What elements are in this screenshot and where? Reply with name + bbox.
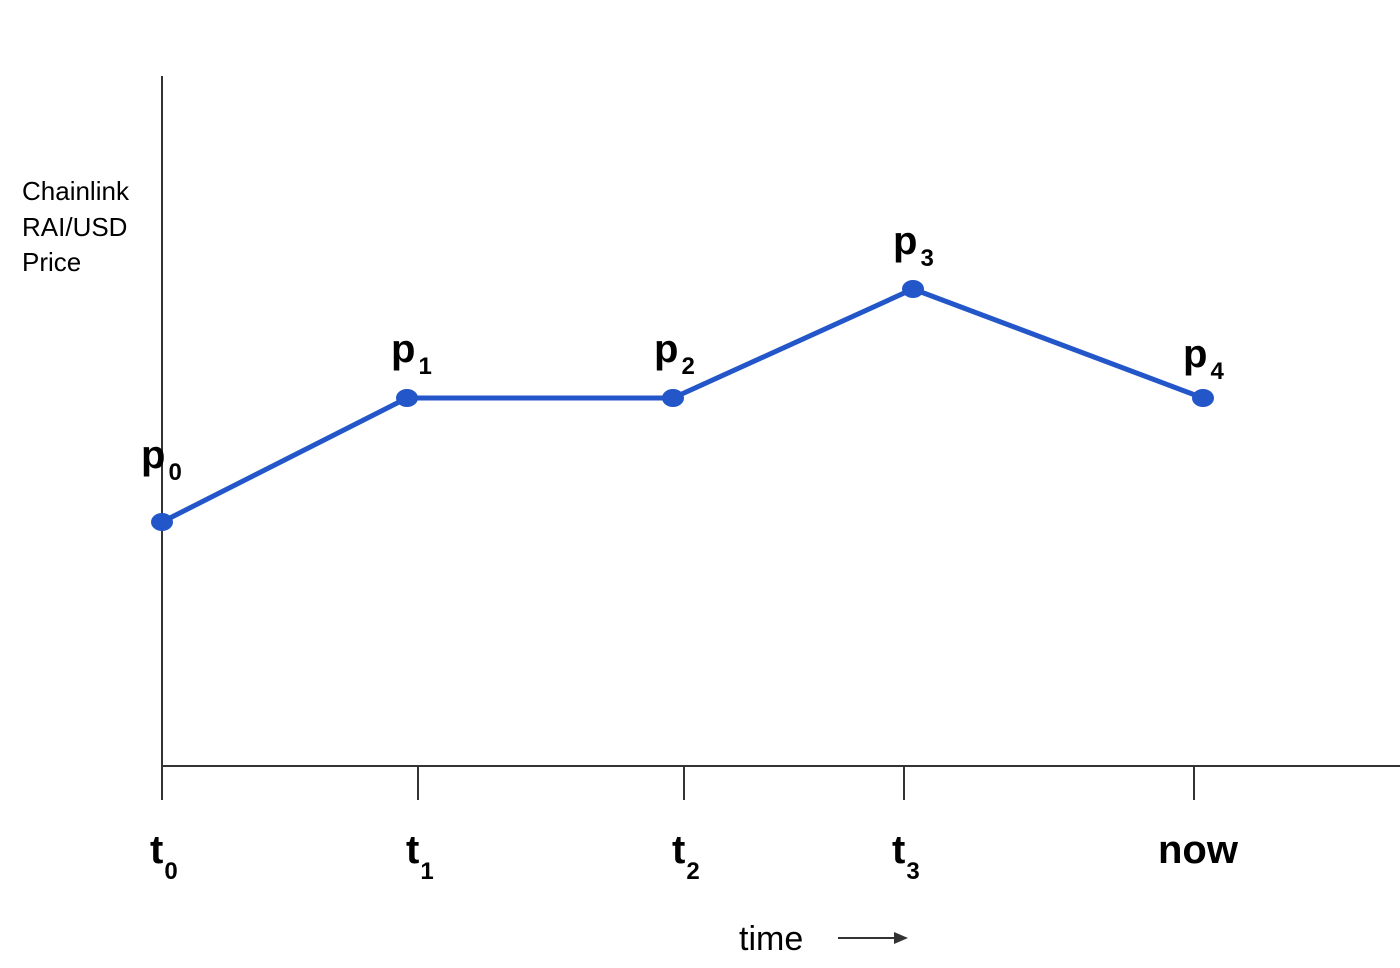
label-base: t xyxy=(892,828,905,872)
label-sub: 3 xyxy=(920,245,933,272)
label-base: t xyxy=(150,828,163,872)
label-sub: 1 xyxy=(418,353,431,380)
point xyxy=(1192,389,1214,407)
tick-marks xyxy=(161,766,1195,800)
label-sub: 3 xyxy=(906,858,919,885)
label-base: p xyxy=(1183,332,1207,376)
point xyxy=(902,280,924,298)
label-sub: 4 xyxy=(1210,358,1224,385)
arrow-head xyxy=(894,932,908,944)
y-axis-label: RAI/USD xyxy=(22,212,127,242)
label-sub: 2 xyxy=(681,353,694,380)
price-line xyxy=(160,286,1204,525)
label-base: p xyxy=(654,327,678,371)
y-axis-label: Price xyxy=(22,247,81,277)
label-base: p xyxy=(391,327,415,371)
x-axis-label: time xyxy=(739,920,803,958)
label-base: p xyxy=(893,219,917,263)
y-axis-label: Chainlink xyxy=(22,176,130,206)
x-tick-label: t3 xyxy=(892,828,920,885)
point xyxy=(662,389,684,407)
x-tick-label: t1 xyxy=(406,828,434,885)
label-sub: 2 xyxy=(686,858,699,885)
label-sub: 0 xyxy=(164,858,177,885)
label-base: t xyxy=(406,828,419,872)
point xyxy=(396,389,418,407)
label-base: t xyxy=(672,828,685,872)
label-sub: 0 xyxy=(168,459,181,486)
label-sub: 1 xyxy=(420,858,433,885)
point xyxy=(151,513,173,531)
x-tick-label: now xyxy=(1158,828,1239,872)
label-base: p xyxy=(141,433,165,477)
x-tick-label: t2 xyxy=(672,828,700,885)
points xyxy=(151,280,1214,531)
x-tick-label: t0 xyxy=(150,828,178,885)
